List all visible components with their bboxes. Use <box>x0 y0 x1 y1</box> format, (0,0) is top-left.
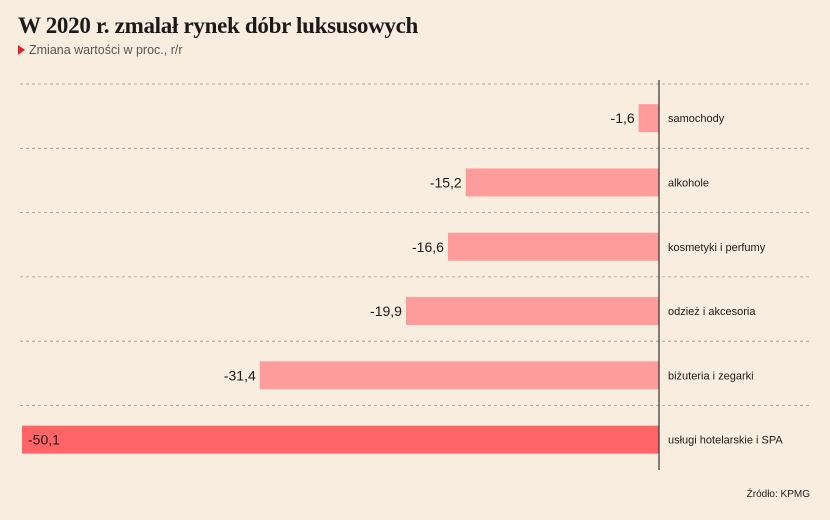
bar <box>447 232 659 261</box>
category-label: samochody <box>668 113 725 125</box>
chart-title: W 2020 r. zmalał rynek dóbr luksusowych <box>18 13 419 38</box>
triangle-marker-icon <box>18 45 25 55</box>
bar <box>405 297 659 326</box>
bar <box>259 361 659 390</box>
bar <box>465 168 659 197</box>
category-label: usługi hotelarskie i SPA <box>668 435 783 447</box>
chart-subtitle: Zmiana wartości w proc., r/r <box>18 43 183 57</box>
data-label: -19,9 <box>370 303 402 319</box>
bar <box>638 104 659 133</box>
bar <box>22 425 659 454</box>
subtitle-text: Zmiana wartości w proc., r/r <box>29 43 183 57</box>
data-label: -16,6 <box>412 239 444 255</box>
data-label: -1,6 <box>611 110 635 126</box>
source-note: Źródło: KPMG <box>746 489 810 500</box>
data-label: -31,4 <box>224 367 256 383</box>
category-label: alkohole <box>668 177 709 189</box>
category-label: biżuteria i zegarki <box>668 370 754 382</box>
data-label: -15,2 <box>430 174 462 190</box>
category-label: odzież i akcesoria <box>668 306 756 318</box>
data-label: -50,1 <box>28 432 60 448</box>
category-label: kosmetyki i perfumy <box>668 242 766 254</box>
